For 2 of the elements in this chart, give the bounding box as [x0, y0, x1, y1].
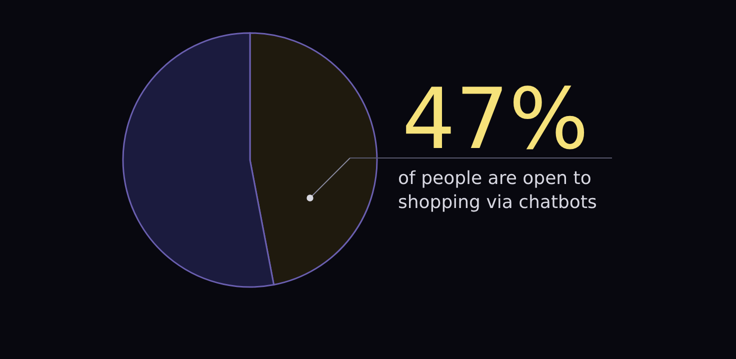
data-label: 47% [402, 70, 589, 168]
text: of people are open to shopping via chatbots [398, 168, 597, 213]
